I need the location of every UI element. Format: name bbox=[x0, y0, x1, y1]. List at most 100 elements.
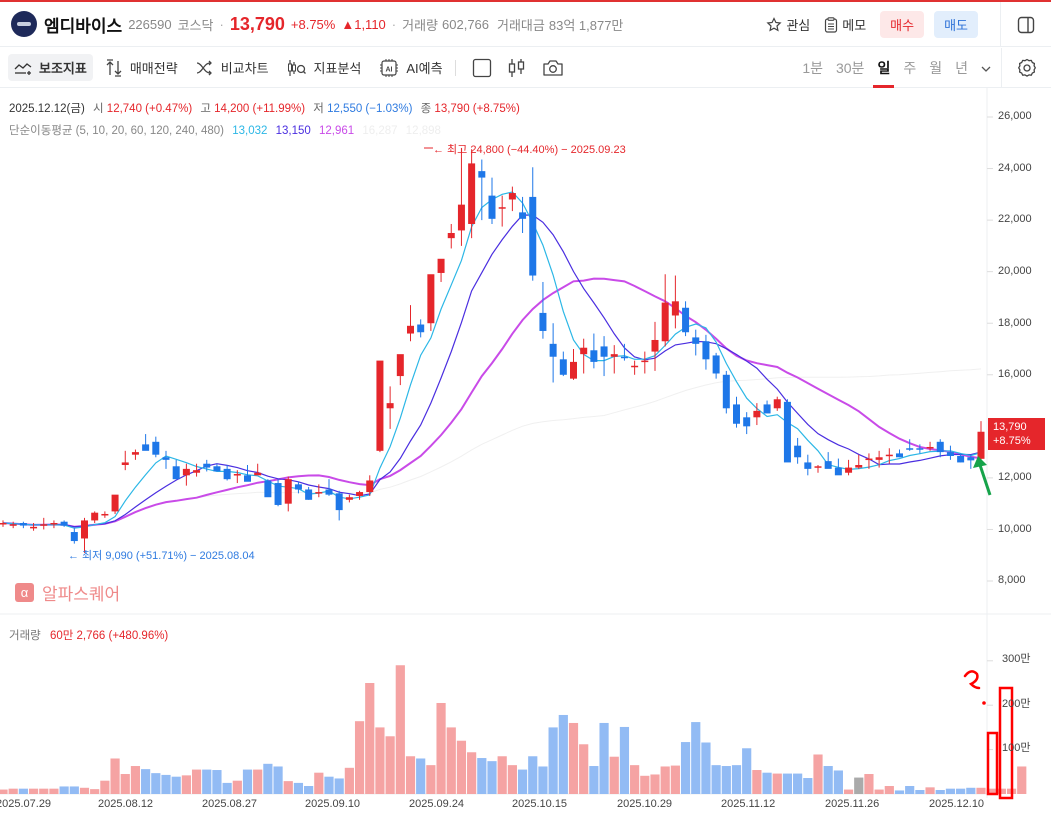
market-label: 코스닥 bbox=[177, 17, 214, 33]
indicators-label: 보조지표 bbox=[39, 61, 87, 76]
period-selector: 1분 30분 일 주 월 년 bbox=[789, 48, 991, 88]
candlestick-icon bbox=[508, 58, 524, 77]
legend-high: 14,200 (+11.99%) bbox=[214, 103, 306, 115]
separator-dot: · bbox=[219, 16, 224, 32]
memo-button[interactable]: 메모 bbox=[824, 15, 866, 34]
candle-search-icon bbox=[287, 59, 306, 76]
ohlc-legend: 2025.12.12(금) 시 12,740 (+0.47%) 고 14,200… bbox=[9, 103, 520, 115]
legend-close: 13,790 (+8.75%) bbox=[434, 103, 520, 115]
alphasquare-watermark: α 알파스퀘어 bbox=[15, 580, 120, 605]
stock-name: 엠디바이스 bbox=[44, 16, 123, 36]
x-axis-label: 2025.08.27 bbox=[202, 798, 258, 810]
x-axis-label: 2025.12.10 bbox=[929, 798, 985, 810]
ai-predict-label: AI예측 bbox=[406, 61, 443, 76]
volume-legend-label: 거래량 bbox=[9, 630, 41, 642]
chart-toolbar: 보조지표 매매전략 비교차트 지표분석 AI AI예측 1분 30분 일 주 월… bbox=[0, 48, 1051, 88]
x-axis-label: 2025.11.26 bbox=[825, 798, 880, 810]
period-more-dropdown[interactable] bbox=[981, 48, 991, 88]
shuffle-icon bbox=[196, 60, 212, 75]
up-down-arrows-icon bbox=[106, 58, 122, 77]
period-month[interactable]: 월 bbox=[929, 60, 943, 76]
y-axis-label: 26,000 bbox=[998, 110, 1032, 122]
period-week[interactable]: 주 bbox=[903, 60, 917, 76]
svg-text:AI: AI bbox=[386, 66, 393, 73]
moving-average-legend[interactable]: 단순이동평균 (5, 10, 20, 60, 120, 240, 480) 13… bbox=[9, 122, 441, 138]
trade-value: 83억 1,877만 bbox=[548, 17, 624, 33]
volume-axis-label: 100만 bbox=[1002, 742, 1031, 754]
camera-icon bbox=[542, 59, 563, 76]
buy-button[interactable]: 매수 bbox=[880, 11, 925, 38]
square-icon bbox=[472, 58, 491, 77]
memo-label: 메모 bbox=[842, 18, 867, 33]
indicator-analysis-button[interactable]: 지표분석 bbox=[281, 54, 368, 81]
volume-value: 602,766 bbox=[442, 16, 490, 32]
high-annotation: ← 최고 24,800 (−44.40%) − 2025.09.23 bbox=[433, 144, 626, 156]
strategy-button[interactable]: 매매전략 bbox=[99, 54, 184, 81]
volume-label: 거래량 bbox=[402, 17, 439, 33]
indicator-chart-icon bbox=[14, 62, 32, 75]
current-price: 13,790 bbox=[229, 13, 285, 34]
watchlist-label: 관심 bbox=[786, 18, 811, 33]
watchlist-button[interactable]: 관심 bbox=[766, 15, 810, 34]
clipboard-icon bbox=[825, 16, 838, 33]
top-accent-line bbox=[0, 0, 1051, 2]
x-axis-label: 2025.08.12 bbox=[98, 798, 154, 810]
ma20-value: 12,961 bbox=[319, 125, 355, 137]
strategy-label: 매매전략 bbox=[129, 61, 178, 76]
chart-settings-button[interactable] bbox=[1001, 48, 1051, 88]
stock-header: 엠디바이스 226590 코스닥 · 13,790 +8.75% ▲1,110 … bbox=[0, 2, 1051, 47]
period-year[interactable]: 년 bbox=[955, 60, 968, 76]
x-axis-label: 2025.11.12 bbox=[721, 798, 776, 810]
ai-predict-button[interactable]: AI AI예측 bbox=[373, 54, 448, 82]
y-axis-label: 10,000 bbox=[998, 523, 1032, 535]
x-axis-label: 2025.09.10 bbox=[305, 798, 361, 810]
ma120-value: 12,898 bbox=[405, 125, 441, 137]
trade-value-label: 거래대금 bbox=[497, 17, 545, 33]
compare-chart-button[interactable]: 비교차트 bbox=[190, 54, 275, 81]
y-axis-label: 16,000 bbox=[998, 368, 1032, 380]
divider bbox=[1000, 2, 1001, 47]
y-axis-label: 20,000 bbox=[998, 265, 1032, 277]
indicator-analysis-label: 지표분석 bbox=[313, 61, 362, 76]
ai-chip-icon: AI bbox=[380, 58, 399, 77]
ma5-value: 13,032 bbox=[232, 125, 268, 137]
x-axis-label: 2025.09.24 bbox=[409, 798, 465, 810]
change-amount: ▲1,110 bbox=[341, 16, 386, 32]
stock-code: 226590 bbox=[128, 16, 172, 32]
period-30min[interactable]: 30분 bbox=[835, 60, 865, 76]
indicators-button[interactable]: 보조지표 bbox=[8, 54, 93, 81]
gear-icon bbox=[1017, 58, 1036, 77]
low-annotation: ← 최저 9,090 (+51.71%) − 2025.08.04 bbox=[68, 550, 255, 562]
y-axis-label: 22,000 bbox=[998, 213, 1032, 225]
volume-axis-label: 200만 bbox=[1002, 698, 1031, 710]
legend-open: 12,740 (+0.47%) bbox=[106, 103, 193, 115]
alpha-logo-icon: α bbox=[15, 583, 34, 602]
x-axis-label: 2025.07.29 bbox=[0, 798, 52, 810]
change-percent: +8.75% bbox=[290, 16, 336, 32]
x-axis-label: 2025.10.29 bbox=[617, 798, 673, 810]
x-axis-label: 2025.10.15 bbox=[512, 798, 568, 810]
y-axis-label: 24,000 bbox=[998, 162, 1032, 174]
panel-icon bbox=[1017, 16, 1035, 33]
screenshot-button[interactable] bbox=[542, 59, 564, 77]
star-icon bbox=[766, 16, 782, 31]
ma10-value: 13,150 bbox=[275, 125, 311, 137]
chevron-down-icon bbox=[981, 66, 991, 72]
watermark-text: 알파스퀘어 bbox=[42, 585, 121, 604]
period-day[interactable]: 일 bbox=[873, 48, 895, 88]
period-1min[interactable]: 1분 bbox=[802, 60, 823, 76]
separator-dot: · bbox=[391, 16, 397, 32]
header-actions: 관심 메모 매수 매도 bbox=[766, 2, 1051, 47]
volume-axis-label: 300만 bbox=[1002, 653, 1031, 665]
chart-type-button[interactable] bbox=[508, 58, 526, 78]
sell-button[interactable]: 매도 bbox=[934, 11, 978, 38]
current-price-tag: 13,790 +8.75% bbox=[988, 418, 1045, 450]
y-axis-label: 12,000 bbox=[998, 471, 1032, 483]
price-chart[interactable] bbox=[0, 88, 1051, 821]
ma60-value: 16,287 bbox=[362, 125, 398, 137]
company-logo bbox=[11, 11, 37, 37]
divider bbox=[454, 59, 456, 76]
side-panel-toggle[interactable] bbox=[1001, 16, 1051, 34]
ma-label: 단순이동평균 (5, 10, 20, 60, 120, 240, 480) bbox=[9, 125, 225, 137]
drawing-box-button[interactable] bbox=[472, 58, 492, 78]
